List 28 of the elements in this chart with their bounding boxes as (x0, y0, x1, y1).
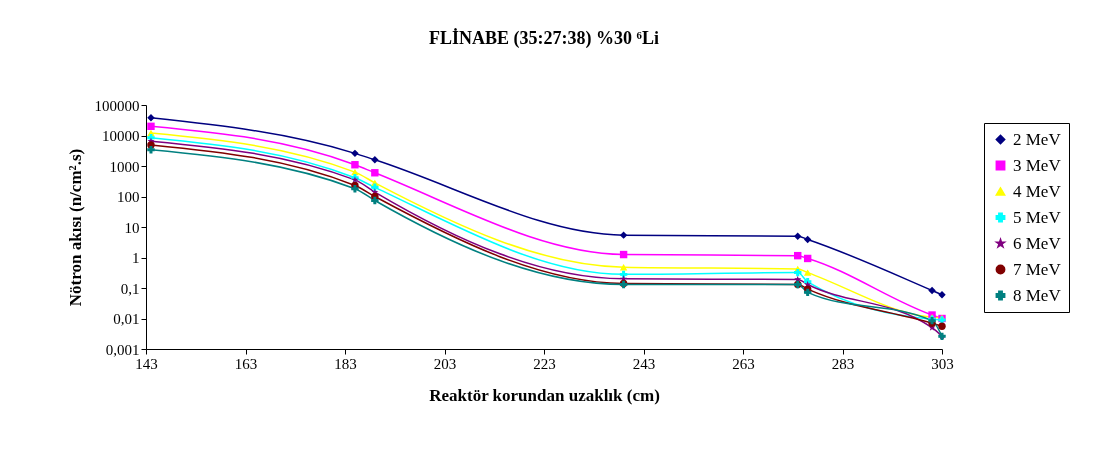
legend-label: 3 MeV (1013, 155, 1062, 175)
x-tick-label: 303 (931, 355, 954, 372)
legend-label: 6 MeV (1013, 233, 1062, 253)
x-tick-label: 223 (533, 355, 556, 372)
legend-label: 5 MeV (1013, 207, 1062, 227)
y-tick-label: 100000 (94, 97, 140, 114)
y-tick-label: 1000 (109, 158, 140, 175)
y-tick-label: 1 (132, 250, 140, 266)
chart-title: FLİNABE (35:27:38) %30 ⁶Li (429, 28, 659, 49)
x-tick-label: 283 (831, 355, 855, 372)
y-tick-label: 100 (117, 189, 140, 205)
legend-label: 8 MeV (1013, 285, 1062, 305)
y-tick-label: 0,01 (113, 311, 140, 327)
x-axis-title: Reaktör korundan uzaklık (cm) (429, 385, 660, 405)
x-tick-label: 243 (632, 355, 656, 372)
x-tick-label: 203 (433, 355, 457, 372)
x-tick-label: 183 (334, 355, 357, 372)
legend-label: 7 MeV (1013, 259, 1062, 279)
y-tick-label: 0,001 (105, 341, 140, 358)
y-tick-label: 10 (124, 219, 140, 236)
legend-label: 2 MeV (1013, 129, 1062, 149)
y-tick-label: 0,1 (120, 280, 140, 297)
x-tick-label: 163 (234, 355, 258, 372)
x-tick-label: 263 (732, 355, 755, 372)
x-tick-label: 143 (135, 355, 158, 372)
legend-label: 4 MeV (1013, 181, 1062, 201)
y-axis-title: Nötron akısı (n/cm².s) (65, 148, 85, 307)
y-tick-label: 10000 (102, 128, 140, 144)
